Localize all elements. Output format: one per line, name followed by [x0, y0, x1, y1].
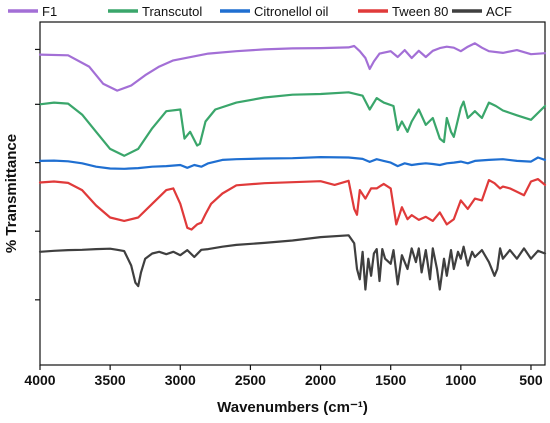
- series-line-3: [38, 178, 547, 231]
- y-axis: [35, 48, 40, 301]
- legend-label-2: Citronellol oil: [254, 4, 329, 19]
- x-tick-label: 2500: [235, 372, 266, 388]
- x-tick-label: 3500: [95, 372, 126, 388]
- x-tick-label: 3000: [165, 372, 196, 388]
- x-axis: 4000 3500 3000 2500 2000 1500 1000 500: [24, 365, 543, 388]
- x-tick-label: 4000: [24, 372, 55, 388]
- series-line-0: [38, 42, 547, 92]
- x-tick-label: 2000: [305, 372, 336, 388]
- x-axis-title: Wavenumbers (cm⁻¹): [217, 399, 368, 416]
- legend-label-0: F1: [42, 4, 57, 19]
- legend: F1 Transcutol Citronellol oil Tween 80 ACF: [8, 4, 512, 19]
- series-line-4: [38, 234, 547, 291]
- y-axis-title: % Transmittance: [3, 134, 20, 253]
- x-tick-label: 500: [519, 372, 543, 388]
- legend-label-1: Transcutol: [142, 4, 202, 19]
- plot-frame: [39, 21, 546, 366]
- x-tick-label: 1000: [445, 372, 476, 388]
- series-line-1: [38, 91, 547, 157]
- x-tick-label: 1500: [375, 372, 406, 388]
- legend-label-4: ACF: [486, 4, 512, 19]
- series-line-2: [38, 156, 547, 170]
- series-layer: [38, 42, 547, 291]
- legend-label-3: Tween 80: [392, 4, 448, 19]
